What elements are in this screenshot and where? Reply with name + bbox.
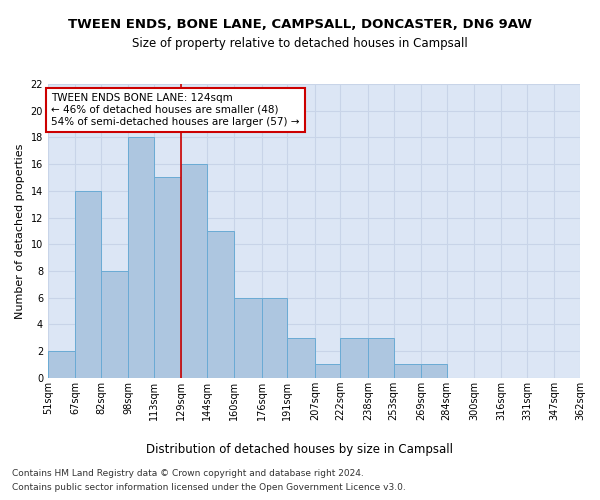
Text: TWEEN ENDS, BONE LANE, CAMPSALL, DONCASTER, DN6 9AW: TWEEN ENDS, BONE LANE, CAMPSALL, DONCAST… xyxy=(68,18,532,30)
Bar xyxy=(368,338,394,378)
Bar xyxy=(181,164,207,378)
Text: Contains public sector information licensed under the Open Government Licence v3: Contains public sector information licen… xyxy=(12,484,406,492)
Bar xyxy=(75,191,101,378)
Text: Contains HM Land Registry data © Crown copyright and database right 2024.: Contains HM Land Registry data © Crown c… xyxy=(12,468,364,477)
Bar xyxy=(48,351,75,378)
Bar xyxy=(235,298,262,378)
Bar xyxy=(101,271,128,378)
Text: TWEEN ENDS BONE LANE: 124sqm
← 46% of detached houses are smaller (48)
54% of se: TWEEN ENDS BONE LANE: 124sqm ← 46% of de… xyxy=(52,94,300,126)
Text: Size of property relative to detached houses in Campsall: Size of property relative to detached ho… xyxy=(132,38,468,51)
Bar xyxy=(340,338,368,378)
Bar xyxy=(207,231,235,378)
Y-axis label: Number of detached properties: Number of detached properties xyxy=(15,143,25,318)
Text: Distribution of detached houses by size in Campsall: Distribution of detached houses by size … xyxy=(146,442,454,456)
Bar xyxy=(421,364,446,378)
Bar xyxy=(394,364,421,378)
Bar xyxy=(128,138,154,378)
Bar xyxy=(262,298,287,378)
Bar xyxy=(154,178,181,378)
Bar xyxy=(287,338,315,378)
Bar xyxy=(315,364,340,378)
